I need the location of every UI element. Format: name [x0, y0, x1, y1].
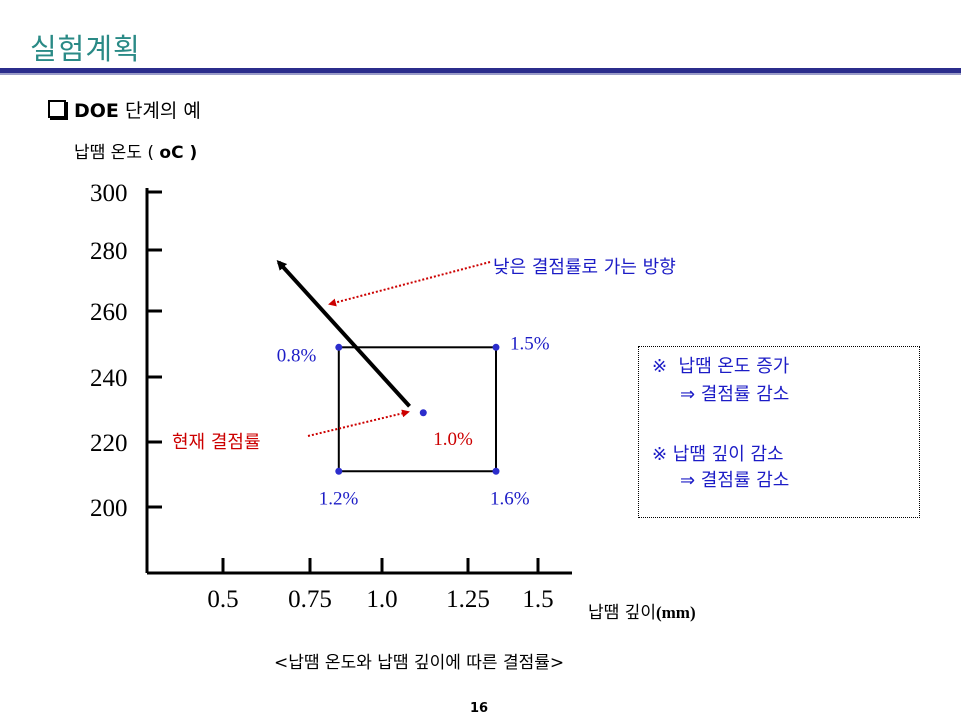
data-point — [335, 467, 343, 475]
page-title: 실험계획 — [30, 32, 141, 66]
y-tick-label: 220 — [90, 430, 128, 457]
data-point-label: 0.8% — [277, 345, 317, 366]
x-axis-label: 납땜 깊이(mm) — [588, 598, 696, 623]
section-rest: 단계의 예 — [118, 100, 201, 122]
y-tick-label: 260 — [90, 299, 128, 326]
title-underline-shadow — [0, 73, 961, 75]
note-line-2: ⇒ 결점률 감소 — [680, 384, 790, 405]
y-tick-label: 200 — [90, 495, 128, 522]
note-line-1: ※ 납땜 온도 증가 — [652, 356, 790, 377]
y-axis-unit: oC ) — [159, 143, 198, 163]
design-region-box — [337, 346, 497, 473]
current-callout-line — [307, 409, 410, 437]
data-point-label: 1.2% — [319, 488, 359, 509]
y-axis-label-text: 납땜 온도 ( — [74, 143, 160, 163]
section-label: DOE — [74, 100, 119, 122]
direction-callout-line — [328, 261, 491, 307]
x-tick-label: 0.5 — [207, 586, 238, 613]
note-line-4: ⇒ 결점률 감소 — [680, 470, 790, 491]
data-point — [419, 409, 427, 417]
y-ticks: 200 220 240 260 280 300 — [90, 180, 162, 522]
x-tick-label: 1.25 — [446, 586, 490, 613]
direction-arrow — [276, 259, 412, 408]
checkbox-bullet-icon — [48, 100, 66, 118]
data-point — [492, 467, 500, 475]
x-axis-unit: (mm) — [655, 603, 696, 622]
note-line-3: ※ 납땜 깊이 감소 — [652, 444, 784, 465]
data-points: 0.8% 1.5% 1.2% 1.6% 1.0% — [277, 333, 550, 509]
x-ticks: 0.5 0.75 1.0 1.25 1.5 — [207, 558, 554, 613]
y-tick-label: 240 — [90, 365, 128, 392]
current-annotation: 현재 결점률 — [172, 432, 261, 453]
y-tick-label: 300 — [90, 180, 128, 207]
data-point — [492, 343, 500, 351]
data-point-label: 1.0% — [433, 429, 473, 450]
x-tick-label: 1.0 — [366, 586, 397, 613]
x-tick-label: 0.75 — [288, 586, 332, 613]
data-point-label: 1.5% — [510, 333, 550, 354]
notes-box — [638, 346, 920, 518]
y-axis-label: 납땜 온도 ( oC ) — [74, 138, 197, 163]
data-point — [335, 343, 343, 351]
y-tick-label: 280 — [90, 238, 128, 265]
direction-annotation: 낮은 결점률로 가는 방향 — [493, 257, 676, 278]
data-point-label: 1.6% — [490, 488, 530, 509]
x-axis-label-text: 납땜 깊이 — [588, 603, 656, 623]
x-tick-label: 1.5 — [522, 586, 553, 613]
section-heading: DOE 단계의 예 — [48, 96, 201, 123]
chart-caption: <납땜 온도와 납땜 깊이에 따른 결점률> — [274, 653, 565, 673]
title-underline — [0, 68, 961, 73]
page-number: 16 — [470, 701, 489, 716]
